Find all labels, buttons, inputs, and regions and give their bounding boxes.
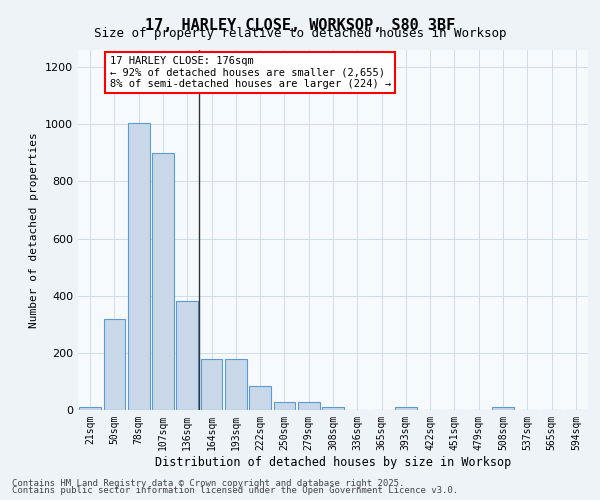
Bar	[274, 402, 295, 410]
Bar	[298, 402, 320, 410]
Text: Size of property relative to detached houses in Worksop: Size of property relative to detached ho…	[94, 28, 506, 40]
Text: Contains public sector information licensed under the Open Government Licence v3: Contains public sector information licen…	[12, 486, 458, 495]
Bar	[492, 406, 514, 410]
Bar	[395, 406, 417, 410]
Bar	[225, 358, 247, 410]
Text: 17 HARLEY CLOSE: 176sqm
← 92% of detached houses are smaller (2,655)
8% of semi-: 17 HARLEY CLOSE: 176sqm ← 92% of detache…	[110, 56, 391, 89]
Text: 17, HARLEY CLOSE, WORKSOP, S80 3BF: 17, HARLEY CLOSE, WORKSOP, S80 3BF	[145, 18, 455, 32]
Bar	[322, 406, 344, 410]
Bar	[176, 302, 198, 410]
Bar	[249, 386, 271, 410]
Bar	[104, 319, 125, 410]
Y-axis label: Number of detached properties: Number of detached properties	[29, 132, 40, 328]
Text: Contains HM Land Registry data © Crown copyright and database right 2025.: Contains HM Land Registry data © Crown c…	[12, 478, 404, 488]
Bar	[79, 406, 101, 410]
Bar	[128, 123, 149, 410]
X-axis label: Distribution of detached houses by size in Worksop: Distribution of detached houses by size …	[155, 456, 511, 468]
Bar	[200, 358, 223, 410]
Bar	[152, 153, 174, 410]
